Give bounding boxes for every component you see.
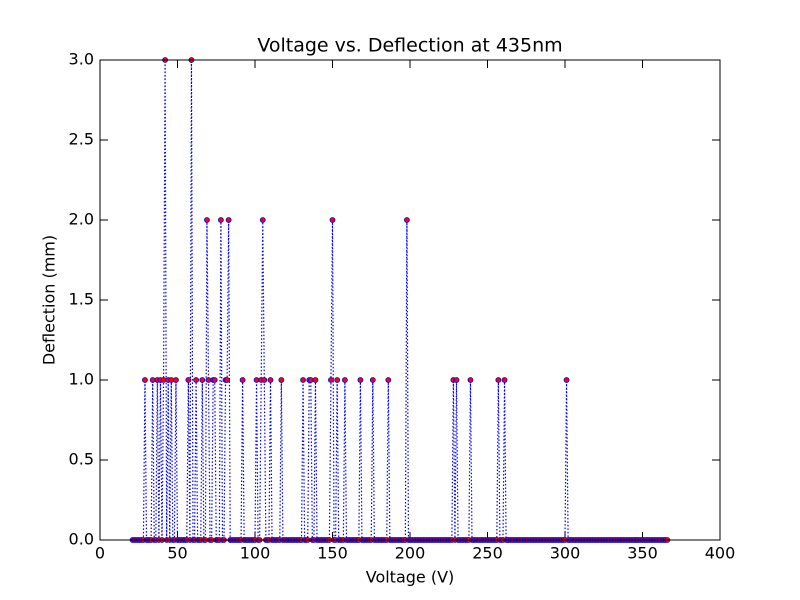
data-point <box>369 377 376 383</box>
y-tick-label: 2.0 <box>69 210 94 229</box>
data-point <box>267 377 274 383</box>
data-point <box>278 377 285 383</box>
data-point <box>334 377 341 383</box>
x-tick-label: 150 <box>317 544 348 563</box>
y-tick-label: 3.0 <box>69 50 94 69</box>
data-point <box>312 377 319 383</box>
x-tick-label: 400 <box>705 544 736 563</box>
data-point <box>501 377 508 383</box>
data-point <box>225 217 232 223</box>
x-tick-label: 350 <box>627 544 658 563</box>
data-point <box>224 377 231 383</box>
data-point <box>204 217 210 223</box>
data-point <box>307 377 314 383</box>
data-point <box>253 377 260 383</box>
data-line <box>132 59 668 541</box>
data-point <box>173 377 179 383</box>
data-point <box>259 217 266 223</box>
data-point <box>328 377 334 383</box>
y-tick-label: 1.5 <box>69 290 94 309</box>
data-point <box>453 377 460 383</box>
data-point <box>403 217 410 223</box>
data-point <box>467 377 474 383</box>
y-axis-label: Deflection (mm) <box>40 235 59 365</box>
x-tick-label: 50 <box>167 544 187 563</box>
data-point <box>149 377 156 383</box>
data-point <box>300 377 306 383</box>
data-point <box>329 217 336 223</box>
data-point <box>495 377 502 383</box>
x-tick-label: 200 <box>395 544 426 563</box>
x-tick-label: 100 <box>240 544 271 563</box>
x-tick-label: 250 <box>472 544 503 563</box>
x-tick-label: 0 <box>95 544 105 563</box>
data-point <box>217 217 224 223</box>
data-point <box>261 377 268 383</box>
data-point <box>142 377 148 383</box>
data-point <box>193 377 200 383</box>
data-point <box>357 377 364 383</box>
plot-frame <box>99 59 721 541</box>
x-tick-label: 300 <box>550 544 581 563</box>
data-point <box>239 377 246 383</box>
x-axis-label: Voltage (V) <box>366 568 455 587</box>
data-point <box>563 377 570 383</box>
data-point <box>341 377 348 383</box>
data-point <box>211 377 218 383</box>
y-tick-label: 2.5 <box>69 130 94 149</box>
chart-title: Voltage vs. Deflection at 435nm <box>257 35 562 57</box>
data-point <box>199 377 206 383</box>
data-point <box>385 377 392 383</box>
y-tick-label: 0.5 <box>69 450 94 469</box>
y-tick-label: 1.0 <box>69 370 94 389</box>
data-point <box>185 377 192 383</box>
y-tick-label: 0.0 <box>69 530 94 549</box>
